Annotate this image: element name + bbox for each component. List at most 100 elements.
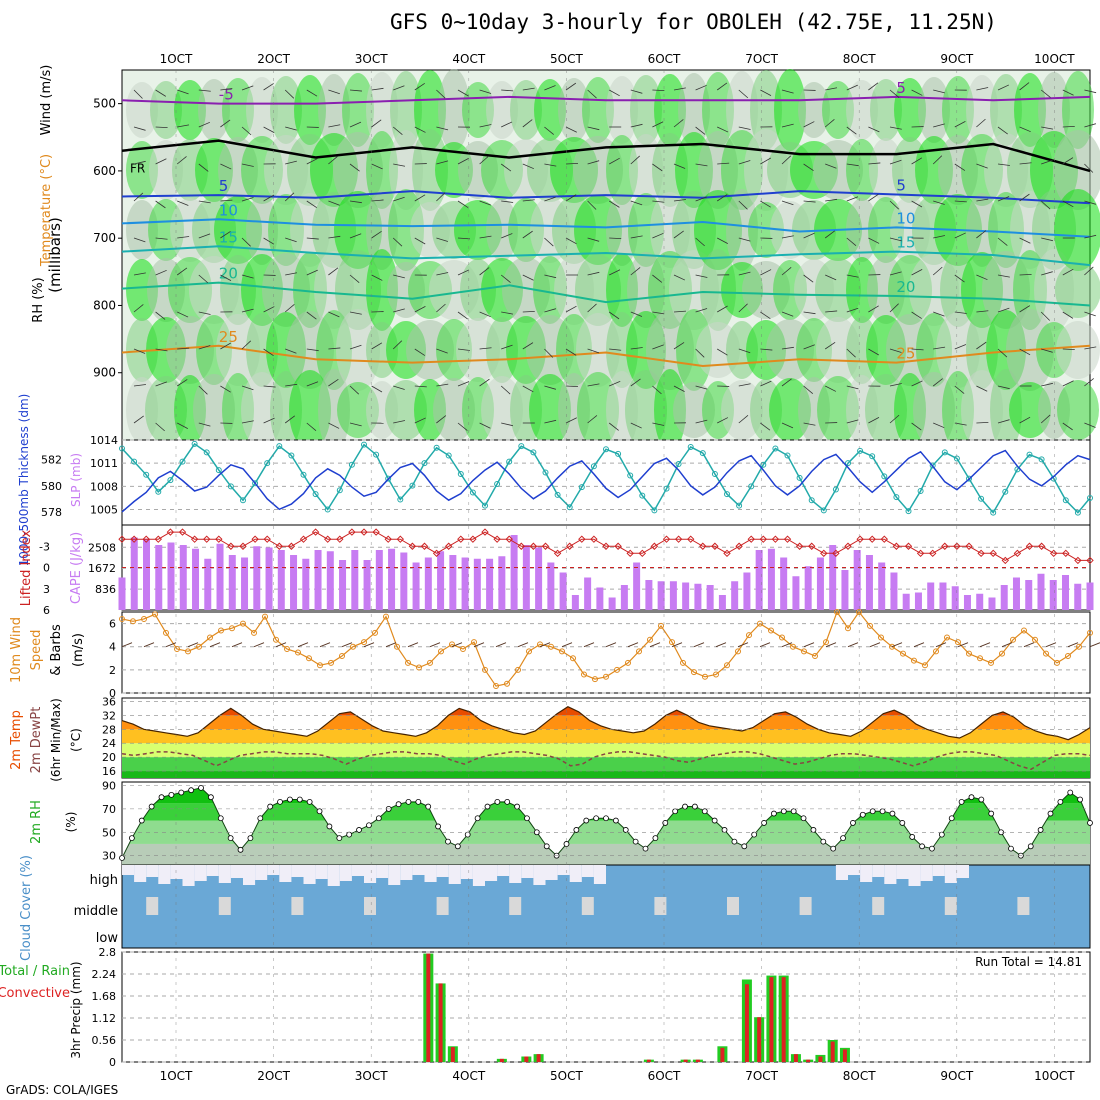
rh-marker xyxy=(958,798,965,805)
wind-barb xyxy=(889,200,900,210)
wind-barb xyxy=(760,348,773,351)
cape-bar xyxy=(780,557,788,610)
wind-barb xyxy=(155,158,167,165)
rh-shading-cell xyxy=(390,71,422,149)
slp-marker xyxy=(796,474,803,481)
high-cloud-gap xyxy=(533,865,546,885)
rh-shading-cell xyxy=(822,81,854,139)
slp-marker xyxy=(1074,509,1081,516)
wind-speed-marker xyxy=(174,646,180,653)
wind-barb xyxy=(371,199,384,202)
slp-marker xyxy=(845,460,851,467)
precip-convective-bar xyxy=(450,1047,455,1062)
wind-barb xyxy=(328,235,341,239)
li-marker xyxy=(747,535,755,543)
wind-barb xyxy=(414,385,427,388)
cape-bar xyxy=(1049,580,1057,610)
precip-convective-bar xyxy=(769,977,774,1062)
wind-speed-marker xyxy=(977,655,983,662)
wind-barb xyxy=(285,160,297,165)
wind-barb xyxy=(436,237,448,242)
wind-speed-marker xyxy=(702,673,708,680)
slp-marker xyxy=(530,449,537,456)
rh-shading-cell xyxy=(654,74,686,146)
wind-speed-marker xyxy=(1065,652,1071,659)
cape-bar xyxy=(216,543,224,610)
li-marker xyxy=(118,535,126,543)
wind-barb xyxy=(933,123,945,128)
cape-bar xyxy=(596,587,604,610)
wind-barb xyxy=(241,126,252,136)
wind-barb xyxy=(608,311,620,320)
wind-speed-marker xyxy=(185,648,191,655)
high-cloud-gap xyxy=(944,865,957,883)
wind-barb xyxy=(846,163,859,167)
wind-barb xyxy=(1062,348,1075,351)
slp-marker xyxy=(615,450,622,457)
wind-speed-marker xyxy=(900,650,906,657)
precip-convective-bar xyxy=(646,1059,651,1062)
li-marker xyxy=(372,528,380,536)
li-marker xyxy=(1001,556,1010,565)
wind-barb xyxy=(133,415,144,424)
wind-speed-marker xyxy=(559,648,565,655)
high-cloud-gap xyxy=(593,865,606,884)
wind-barb xyxy=(630,311,643,317)
cape-bar xyxy=(755,550,763,610)
wind-speed-marker xyxy=(306,655,312,662)
wind-barb xyxy=(803,385,814,395)
wind-barb xyxy=(652,385,662,395)
date-label-top: 5OCT xyxy=(550,52,583,66)
wind-barb xyxy=(1062,380,1074,387)
li-marker xyxy=(239,542,247,550)
rh-marker xyxy=(445,838,451,845)
wind-barb xyxy=(349,344,362,350)
precip-tick-label: 1.68 xyxy=(92,990,117,1003)
rh-ylabel-1: 2m RH xyxy=(29,800,44,844)
date-label-bottom: 6OCT xyxy=(648,1069,681,1083)
wind-speed-marker xyxy=(471,639,477,646)
wind-speed-marker xyxy=(735,648,741,655)
rh-marker xyxy=(771,810,777,817)
rh-shading-cell xyxy=(246,195,278,265)
wind-barb xyxy=(133,126,146,131)
wind-barb xyxy=(479,267,490,276)
li-marker xyxy=(904,542,913,550)
rh-shading-cell xyxy=(966,75,998,145)
wind-barb xyxy=(328,311,340,318)
wind-barb-10m xyxy=(737,642,749,648)
precip-tick-label: 2.8 xyxy=(99,946,117,959)
wind-barb xyxy=(976,198,989,202)
wind-barb xyxy=(1040,89,1051,98)
rh-shading-cell xyxy=(966,193,998,267)
slp-marker xyxy=(578,484,585,491)
rh-marker xyxy=(603,815,609,822)
rh-marker xyxy=(761,820,767,826)
wind-barb xyxy=(328,422,340,429)
cape-bar xyxy=(988,597,996,610)
wind-barb xyxy=(1084,346,1097,350)
li-marker xyxy=(989,549,997,558)
freezing-level-label: FR xyxy=(130,162,145,176)
wind-barb xyxy=(825,87,838,91)
cape-bar xyxy=(179,545,187,610)
slp-marker xyxy=(832,486,839,493)
date-label-top: 6OCT xyxy=(648,52,681,66)
wind-barb xyxy=(630,347,643,350)
wind-speed-marker xyxy=(834,609,840,615)
wind-barb xyxy=(501,233,513,239)
wind-speed-marker xyxy=(504,680,510,687)
wind-barb xyxy=(889,237,902,242)
isotherm-line xyxy=(121,344,1091,368)
wind-barb xyxy=(1084,89,1097,94)
rh-marker xyxy=(583,817,590,824)
li-marker xyxy=(166,528,175,536)
rh-band xyxy=(122,843,1090,865)
wind-speed-marker xyxy=(416,664,422,671)
precip-convective-bar xyxy=(806,1059,811,1062)
wind-speed-marker xyxy=(823,639,829,646)
wind-barb xyxy=(673,274,686,281)
rh-marker xyxy=(306,798,313,805)
wind-barb xyxy=(1041,159,1053,165)
wind-barb-10m xyxy=(143,642,155,648)
